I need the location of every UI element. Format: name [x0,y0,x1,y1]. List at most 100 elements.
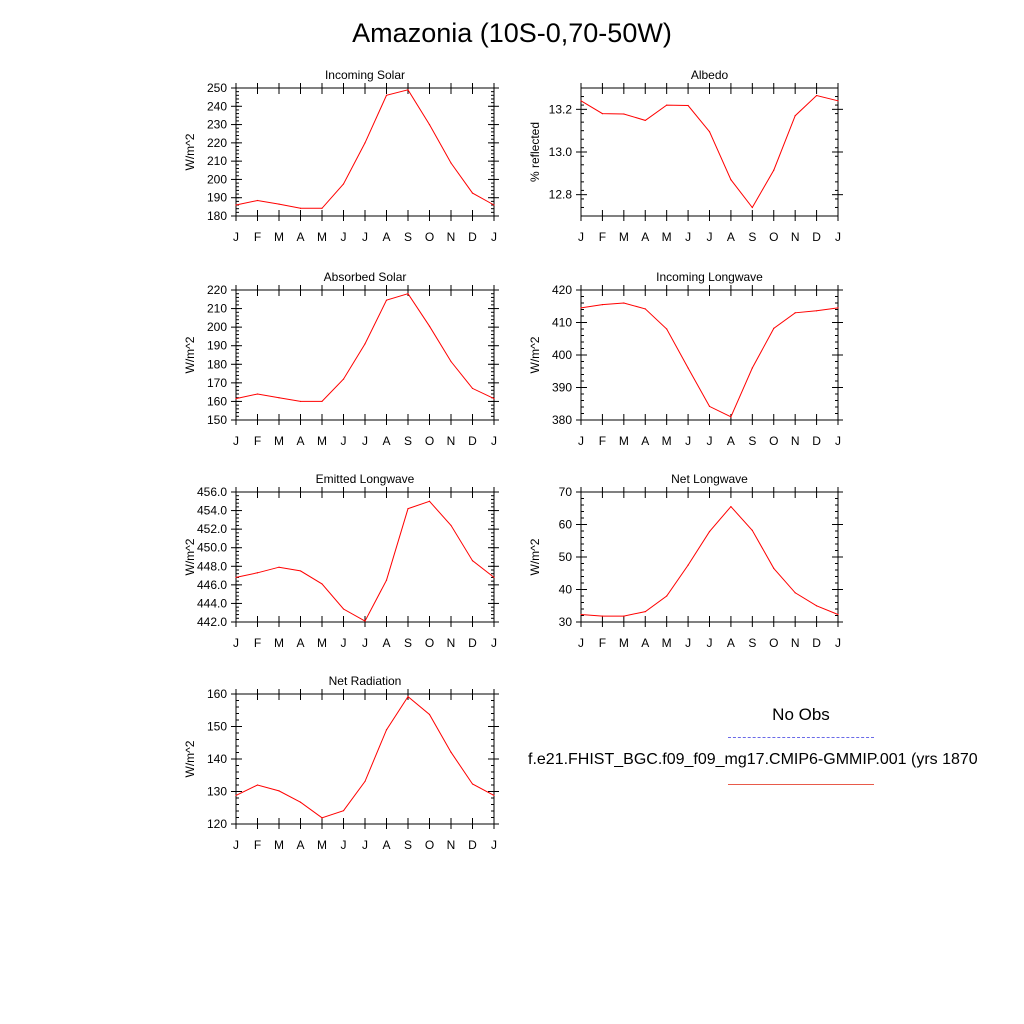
y-tick-label: 448.0 [197,559,227,573]
y-axis-label: % reflected [528,122,542,182]
x-tick-label: M [317,230,327,244]
series-line [235,695,495,819]
data-point [428,500,431,502]
series-line [580,505,839,617]
data-point [321,400,323,403]
panel-title: Emitted Longwave [316,472,415,486]
y-tick-label: 420 [552,283,572,297]
x-tick-label: N [447,230,456,244]
y-tick-label: 30 [559,615,573,629]
x-tick-label: F [254,838,261,852]
x-tick-label: D [468,434,477,448]
y-tick-label: 160 [207,687,227,701]
x-tick-label: J [233,434,239,448]
x-tick-label: S [748,636,756,650]
data-point [299,207,302,209]
emitted-longwave-panel: Emitted Longwave W/m^2 442.0 444.0 446.0 448.… [183,472,499,650]
data-point [493,576,495,579]
y-tick-label: 180 [207,357,227,371]
x-tick-label: M [317,838,327,852]
legend-obs-label: No Obs [772,705,830,724]
x-tick-label: M [317,636,327,650]
x-tick-label: J [362,230,368,244]
data-point [407,293,409,295]
data-point [256,784,259,786]
data-point [364,142,366,144]
data-point [450,524,452,527]
data-point [471,387,474,390]
x-tick-label: M [619,230,629,244]
x-tick-label: O [769,636,778,650]
x-tick-label: F [599,636,606,650]
x-tick-label: J [341,230,347,244]
y-tick-label: 12.8 [549,188,573,202]
x-tick-label: F [254,230,261,244]
y-axis-label: W/m^2 [528,336,542,373]
x-tick-label: J [491,434,497,448]
x-tick-label: N [447,636,456,650]
y-tick-label: 220 [207,283,227,297]
x-tick-label: J [491,636,497,650]
series-line [235,500,495,622]
data-point [407,89,409,91]
x-tick-label: A [727,434,735,448]
data-point [321,583,323,585]
y-axis-label: W/m^2 [183,336,197,373]
data-point [601,615,604,617]
y-tick-label: 230 [207,118,227,132]
x-tick-label: M [317,434,327,448]
y-tick-label: 180 [207,209,227,223]
x-tick-label: J [362,636,368,650]
x-tick-label: A [727,230,735,244]
y-tick-label: 220 [207,136,227,150]
data-point [623,302,625,304]
data-point [666,328,668,330]
data-point [580,100,582,102]
x-tick-label: A [296,838,304,852]
x-tick-label: J [707,434,713,448]
panel-title: Albedo [691,68,729,82]
y-tick-label: 13.2 [549,102,573,116]
data-point [644,119,646,122]
data-point [708,405,711,407]
data-point [666,104,668,106]
x-tick-label: F [254,434,261,448]
data-point [342,378,345,380]
x-tick-label: A [727,636,735,650]
x-tick-label: J [835,434,841,448]
data-point [385,579,388,581]
plot-frame [580,87,839,217]
data-point [815,605,818,607]
data-point [493,204,495,206]
data-point [299,570,302,572]
data-point [666,595,668,597]
legend-model-label: f.e21.FHIST_BGC.f09_f09_mg17.CMIP6-GMMIP… [528,751,978,768]
data-point [644,308,646,310]
data-point [364,343,366,345]
y-tick-label: 250 [207,81,227,95]
y-tick-label: 454.0 [197,504,227,518]
x-tick-label: D [812,434,821,448]
data-point [342,183,345,185]
series-line [235,293,495,402]
data-point [837,307,839,309]
x-tick-label: J [685,434,691,448]
data-point [837,100,839,102]
x-tick-label: S [404,230,412,244]
x-tick-label: A [641,636,649,650]
data-point [321,207,323,209]
x-tick-label: N [791,434,800,448]
y-tick-label: 120 [207,817,227,831]
y-tick-label: 450.0 [197,541,227,555]
data-point [321,817,323,819]
y-tick-label: 210 [207,302,227,316]
y-axis-label: W/m^2 [183,538,197,575]
data-point [730,506,732,508]
y-tick-label: 446.0 [197,578,227,592]
x-tick-label: S [404,838,412,852]
data-point [342,810,345,812]
